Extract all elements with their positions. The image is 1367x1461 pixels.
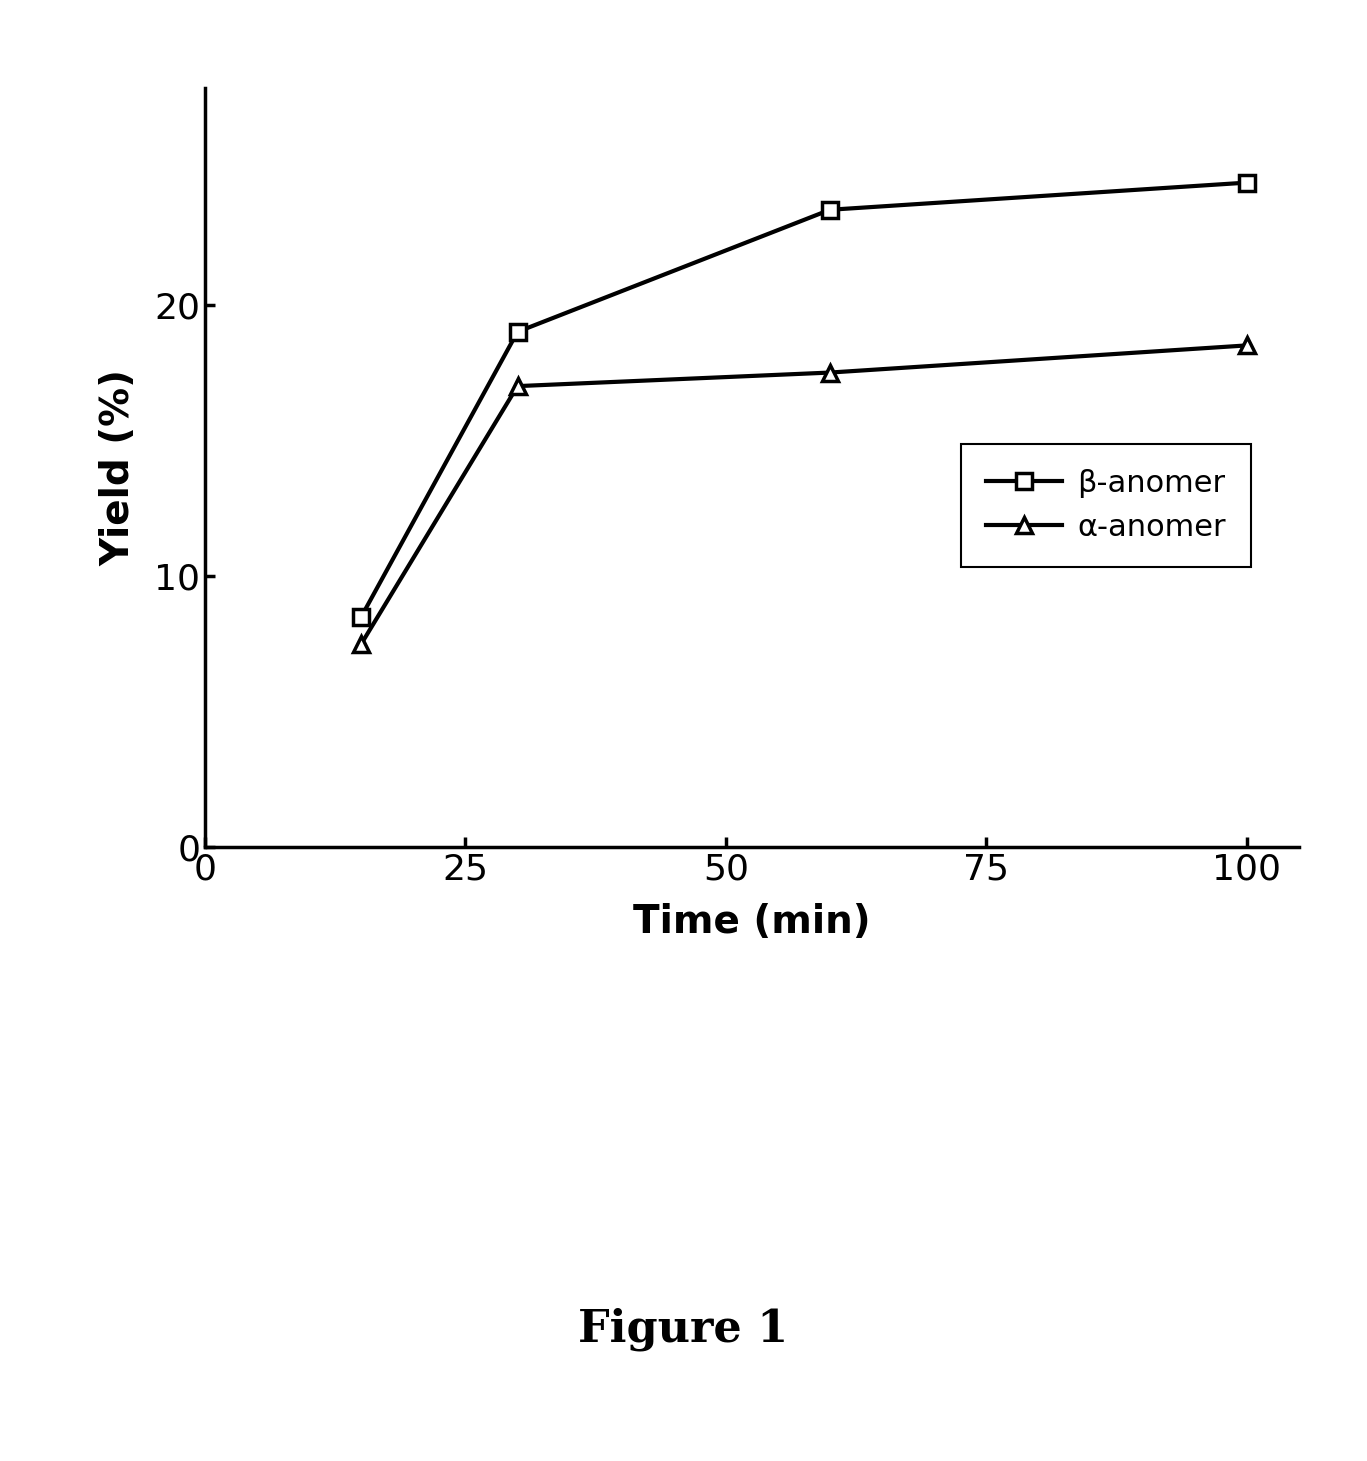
β-anomer [510,323,526,340]
β-anomer [822,202,838,219]
Text: Figure 1: Figure 1 [578,1308,789,1351]
α-anomer [353,636,369,653]
α-anomer [510,377,526,394]
β-anomer [1239,174,1255,191]
Line: α-anomer: α-anomer [354,337,1254,652]
Legend: β-anomer, α-anomer: β-anomer, α-anomer [961,444,1251,567]
β-anomer [353,608,369,625]
α-anomer [822,364,838,381]
X-axis label: Time (min): Time (min) [633,903,871,941]
Line: β-anomer: β-anomer [354,175,1254,624]
α-anomer [1239,336,1255,354]
Y-axis label: Yield (%): Yield (%) [100,370,138,565]
